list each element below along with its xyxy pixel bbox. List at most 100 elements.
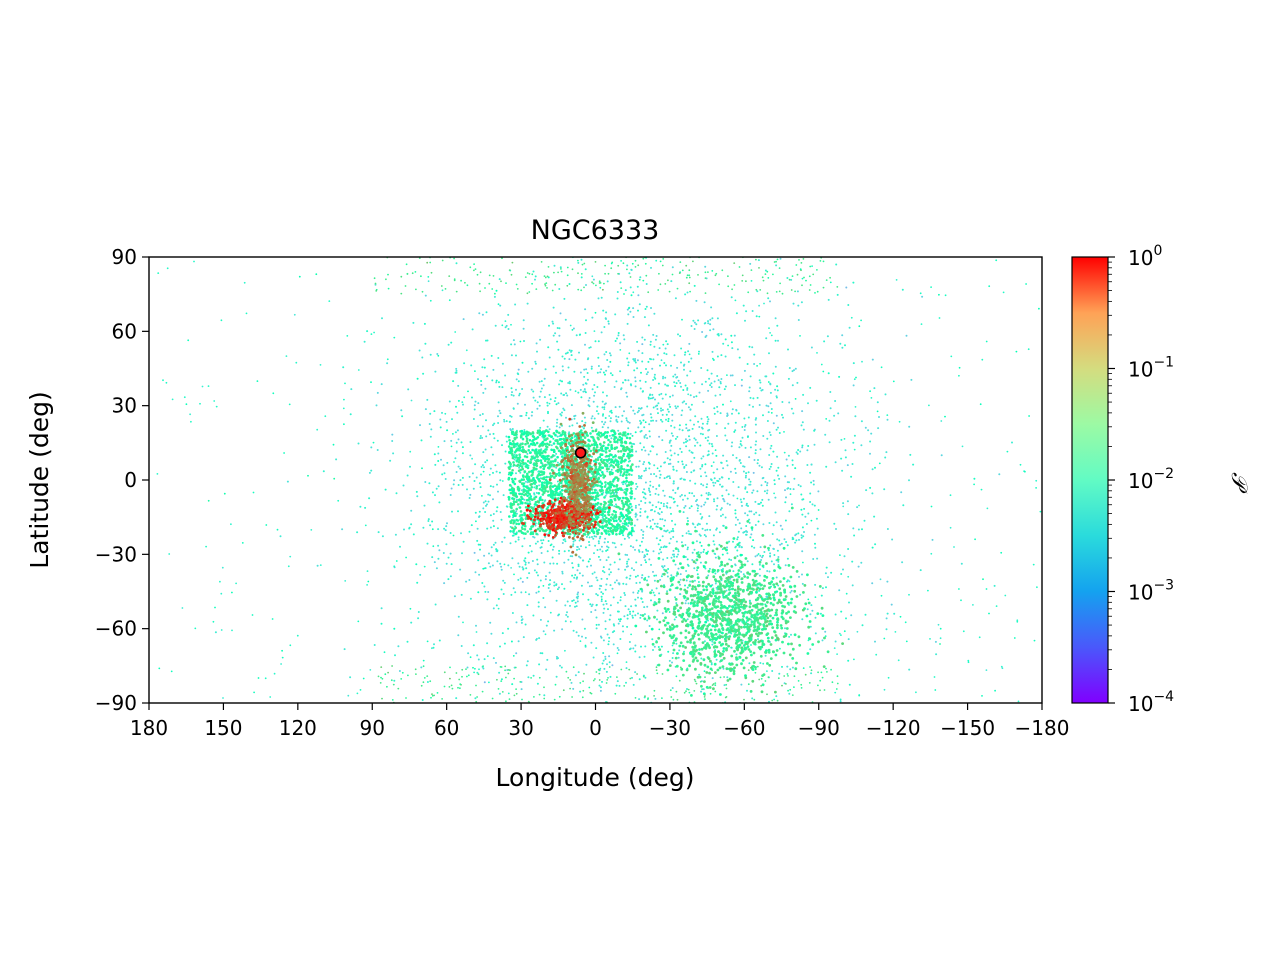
scatter-point (707, 436, 710, 439)
scatter-point (801, 446, 804, 449)
scatter-point (781, 609, 784, 612)
scatter-point (687, 609, 690, 612)
scatter-point (431, 520, 434, 523)
scatter-point (756, 396, 759, 399)
scatter-point (511, 612, 514, 614)
scatter-point (775, 608, 779, 612)
scatter-point (684, 351, 687, 354)
scatter-point (775, 576, 778, 579)
scatter-point (690, 451, 693, 454)
scatter-point (742, 531, 745, 534)
scatter-point (533, 569, 536, 572)
scatter-point (532, 674, 535, 677)
scatter-point (793, 605, 797, 609)
scatter-point (586, 565, 589, 568)
scatter-point (752, 661, 756, 664)
scatter-point (552, 562, 555, 565)
scatter-point (512, 534, 515, 537)
scatter-point (577, 634, 580, 637)
scatter-point (777, 339, 779, 342)
scatter-point (707, 543, 711, 547)
scatter-point (615, 519, 618, 523)
scatter-point (847, 513, 850, 516)
scatter-point (770, 608, 774, 612)
scatter-point (615, 503, 617, 506)
scatter-point (434, 494, 436, 497)
scatter-point (726, 562, 729, 566)
scatter-point (704, 437, 707, 439)
scatter-point (552, 442, 556, 445)
scatter-point (732, 481, 735, 483)
scatter-point (632, 530, 635, 533)
scatter-point (841, 642, 844, 645)
scatter-point (478, 312, 481, 315)
scatter-point (484, 590, 487, 593)
scatter-point (673, 354, 676, 357)
scatter-point (694, 444, 696, 447)
scatter-point (584, 530, 587, 533)
scatter-point (687, 520, 689, 522)
scatter-point (771, 626, 775, 629)
scatter-point (650, 419, 653, 422)
scatter-point (766, 662, 769, 665)
scatter-point (663, 545, 666, 548)
scatter-point (590, 367, 593, 370)
scatter-point (686, 291, 689, 294)
scatter-point (640, 371, 642, 374)
scatter-point (789, 668, 792, 671)
scatter-point (552, 322, 555, 325)
scatter-point (450, 341, 453, 344)
scatter-point (559, 413, 562, 416)
scatter-point (675, 382, 678, 385)
scatter-point (676, 572, 679, 576)
scatter-point (708, 442, 711, 445)
scatter-point (466, 488, 468, 491)
scatter-point (754, 449, 757, 452)
scatter-point (606, 545, 608, 548)
scatter-point (538, 529, 542, 533)
scatter-point (701, 601, 705, 604)
scatter-point (730, 334, 733, 337)
scatter-point (616, 291, 619, 293)
scatter-point (637, 409, 640, 412)
scatter-point (810, 481, 813, 484)
scatter-point (691, 541, 695, 545)
scatter-point (659, 539, 662, 542)
scatter-point (694, 667, 697, 671)
scatter-point (682, 578, 686, 582)
scatter-point (510, 640, 513, 643)
scatter-point (700, 690, 703, 693)
scatter-point (515, 498, 518, 501)
scatter-point (639, 407, 642, 410)
scatter-point (609, 563, 612, 566)
scatter-point (539, 477, 542, 480)
scatter-point (663, 352, 666, 355)
scatter-point (689, 652, 692, 655)
scatter-point (647, 550, 650, 552)
scatter-point (615, 415, 618, 418)
scatter-point (649, 343, 652, 346)
scatter-point (781, 528, 784, 531)
scatter-point (744, 424, 747, 426)
scatter-point (620, 467, 624, 471)
scatter-point (669, 577, 673, 581)
scatter-point (701, 527, 704, 530)
scatter-point (712, 471, 715, 474)
scatter-point (640, 540, 643, 543)
scatter-point (828, 441, 831, 444)
scatter-point (436, 353, 439, 355)
scatter-point (787, 377, 790, 380)
scatter-point (479, 437, 482, 440)
scatter-point (673, 381, 676, 384)
scatter-point (825, 465, 828, 468)
scatter-point (550, 448, 553, 452)
scatter-point (452, 380, 455, 383)
scatter-point (527, 449, 530, 452)
scatter-point (641, 360, 644, 363)
scatter-point (549, 472, 552, 475)
scatter-point (666, 571, 669, 574)
scatter-point (485, 339, 487, 342)
scatter-point (689, 594, 693, 597)
scatter-point (769, 391, 772, 394)
scatter-point (755, 588, 759, 591)
